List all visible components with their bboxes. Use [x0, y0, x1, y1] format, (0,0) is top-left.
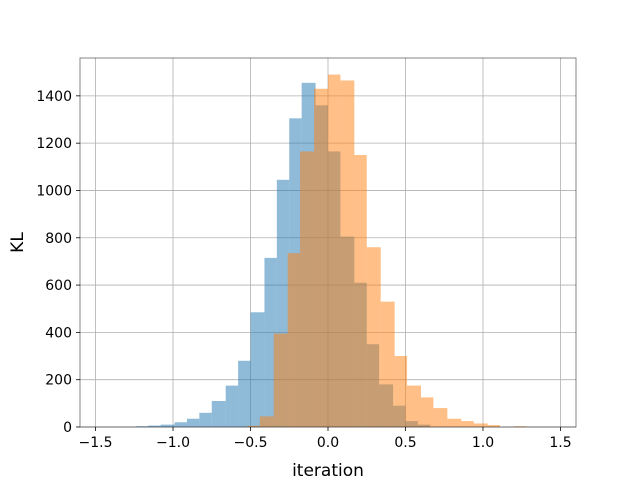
y-tick-label: 600 [45, 278, 72, 294]
series-2-bars [247, 74, 527, 428]
histogram-bar [340, 80, 355, 427]
histogram-bar [394, 356, 408, 427]
histogram-bar [148, 425, 161, 427]
histogram-bar [287, 253, 301, 427]
ticks: −1.5 −1.0 −0.5 0.0 0.5 1.0 1.5 0 200 400 600 800 100… [36, 89, 571, 451]
histogram-bar [366, 247, 381, 427]
y-tick-label: 0 [63, 420, 72, 436]
histogram-bar [174, 422, 187, 427]
x-tick-label: 0.0 [317, 435, 339, 451]
histogram-bar [250, 312, 265, 427]
x-tick-label: −0.5 [234, 435, 268, 451]
y-tick-label: 400 [45, 325, 72, 341]
histogram-bar [421, 397, 434, 427]
histogram-bar [473, 423, 488, 427]
histogram-bar [314, 88, 328, 427]
histogram-bar [487, 425, 501, 427]
histogram-bar [461, 421, 474, 427]
y-tick-label: 200 [45, 373, 72, 389]
x-tick-label: 1.5 [549, 435, 571, 451]
histogram-bar [238, 360, 251, 427]
histogram-bar [380, 301, 395, 427]
histogram-bar [186, 418, 200, 427]
x-tick-label: 0.5 [394, 435, 416, 451]
y-tick-label: 1200 [36, 136, 72, 152]
histogram-bar [259, 416, 274, 427]
histogram-bar [300, 151, 315, 428]
x-tick-label: −1.5 [79, 435, 113, 451]
histogram-bar [328, 74, 341, 428]
x-tick-label: −1.0 [156, 435, 190, 451]
histogram-bar [447, 418, 462, 427]
y-tick-label: 1400 [36, 89, 72, 105]
histogram-bars [135, 74, 527, 428]
y-tick-label: 1000 [36, 183, 72, 199]
histogram-bar [225, 385, 239, 427]
histogram-bar [273, 333, 288, 427]
histogram-bar [433, 408, 448, 427]
x-axis-title: iteration [292, 461, 364, 480]
y-axis-title: KL [8, 232, 28, 253]
histogram-bar [199, 412, 212, 427]
histogram-bar [407, 385, 421, 427]
histogram-bar [247, 425, 260, 427]
histogram-bar [354, 154, 367, 427]
x-tick-label: 1.0 [472, 435, 494, 451]
y-tick-label: 800 [45, 231, 72, 247]
histogram-bar [160, 424, 175, 427]
histogram-bar [211, 400, 226, 427]
